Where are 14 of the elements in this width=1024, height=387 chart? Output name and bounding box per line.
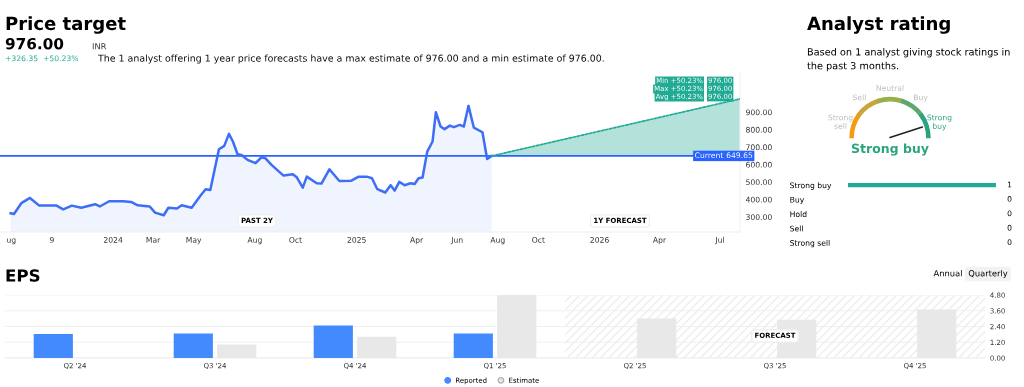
- text: 976.00: [5, 37, 64, 50]
- text: INR: [92, 43, 107, 50]
- chart-title: Price target: [6, 16, 126, 34]
- chart-title: EPS: [6, 269, 40, 282]
- text: Quarterly: [968, 269, 1008, 279]
- chart-title: Analyst rating: [807, 16, 950, 34]
- bar: [453, 333, 493, 358]
- text: The 1 analyst offering 1 year price forecasts have a max estimate of 976.00 and a min estimate of 976.00.: [97, 54, 604, 64]
- text: Annual: [933, 269, 962, 277]
- bar: [173, 333, 213, 358]
- bar: [33, 334, 73, 358]
- chart-subtitle: Based on 1 analyst giving stock ratings in the past 3 months.: [807, 48, 1010, 72]
- text: Strong buy: [851, 143, 929, 156]
- bar: [313, 325, 353, 358]
